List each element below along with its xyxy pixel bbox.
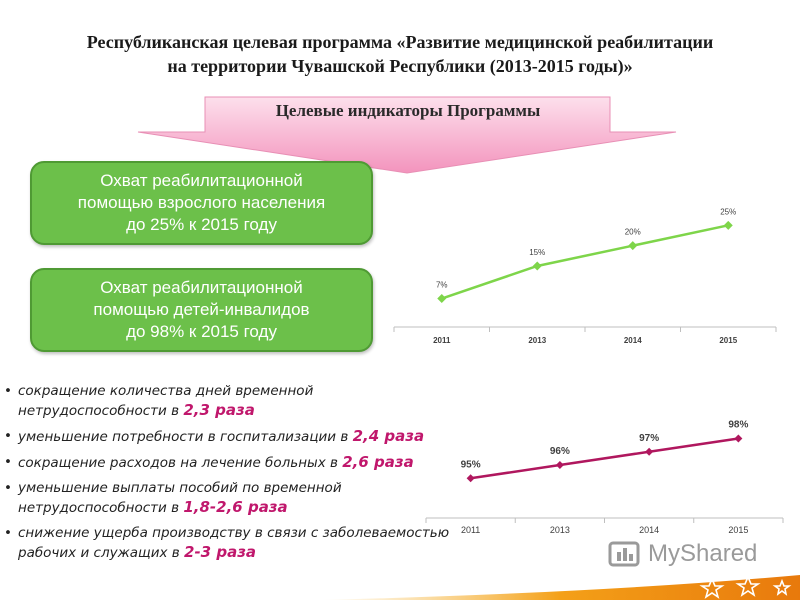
page-title-line-1: Республиканская целевая программа «Разви… [86, 32, 714, 52]
indicator-children-line-3: до 98% к 2015 году [126, 322, 277, 341]
x-tick-label: 2015 [719, 336, 737, 345]
x-tick-label: 2014 [639, 525, 659, 535]
indicator-adult: Охват реабилитационной помощью взрослого… [30, 161, 373, 245]
data-label: 25% [720, 207, 736, 216]
indicator-children-line-1: Охват реабилитационной [100, 278, 303, 297]
series-line [470, 437, 739, 480]
indicator-adult-line-2: помощью взрослого населения [77, 193, 326, 212]
data-label: 97% [639, 433, 659, 444]
data-point [437, 294, 447, 304]
list-item: сокращение количества дней временной нет… [4, 382, 464, 421]
watermark-logo-icon [608, 541, 640, 567]
effect-value: 2,4 раза [352, 427, 425, 445]
banner-arrow [137, 96, 677, 174]
effect-text: уменьшение выплаты пособий по временной … [18, 480, 342, 516]
data-point [555, 461, 564, 469]
corner-decoration [320, 575, 800, 600]
data-point [628, 241, 638, 251]
effect-value: 2,3 раза [183, 401, 255, 419]
x-tick-label: 2014 [624, 336, 642, 345]
data-label: 98% [728, 420, 748, 431]
indicator-children: Охват реабилитационной помощью детей-инв… [30, 268, 373, 352]
page-title: Республиканская целевая программа «Разви… [20, 30, 780, 78]
x-tick-label: 2015 [728, 525, 748, 535]
data-label: 7% [436, 281, 448, 290]
data-label: 15% [529, 248, 545, 257]
star-icon [699, 575, 792, 599]
data-label: 95% [461, 459, 481, 470]
list-item: сокращение расходов на лечение больных в… [4, 453, 464, 473]
data-point [466, 474, 475, 483]
data-point [734, 434, 743, 443]
x-tick-label: 2011 [433, 336, 451, 345]
effect-text: сокращение расходов на лечение больных в [18, 455, 343, 471]
x-tick-label: 2011 [461, 525, 480, 535]
data-point [532, 261, 542, 271]
effect-text: снижение ущерба производству в связи с з… [18, 525, 450, 561]
list-item: уменьшение выплаты пособий по временной … [4, 479, 464, 518]
effect-text: уменьшение потребности в госпитализации … [18, 429, 353, 445]
effect-value: 2,6 раза [342, 453, 414, 471]
x-tick-label: 2013 [528, 336, 546, 345]
list-item: снижение ущерба производству в связи с з… [4, 524, 464, 563]
x-tick-label: 2013 [550, 525, 570, 535]
page-title-line-2: на территории Чувашской Республики (2013… [167, 56, 633, 76]
chart-adult-coverage: 7% 2011 15% 2013 20% 2014 25% 2015 [393, 207, 777, 345]
data-point [645, 447, 654, 456]
effect-text: сокращение количества дней временной нет… [18, 383, 314, 419]
indicator-adult-line-3: до 25% к 2015 году [126, 215, 277, 234]
effects-list: сокращение количества дней временной нет… [4, 382, 464, 569]
banner-label: Целевые индикаторы Программы [275, 101, 541, 120]
effect-value: 1,8-2,6 раза [183, 498, 288, 516]
effect-value: 2-3 раза [184, 543, 257, 561]
list-item: уменьшение потребности в госпитализации … [4, 427, 464, 447]
data-label: 20% [625, 228, 641, 237]
data-label: 96% [550, 446, 570, 457]
data-point [723, 220, 733, 230]
series-line [441, 224, 729, 300]
indicator-adult-line-1: Охват реабилитационной [100, 171, 303, 190]
chart-children-coverage: 95% 2011 96% 2013 97% 2014 98% 2015 [425, 420, 784, 535]
watermark-text: MyShared [648, 540, 758, 567]
indicator-children-line-2: помощью детей-инвалидов [93, 300, 310, 319]
